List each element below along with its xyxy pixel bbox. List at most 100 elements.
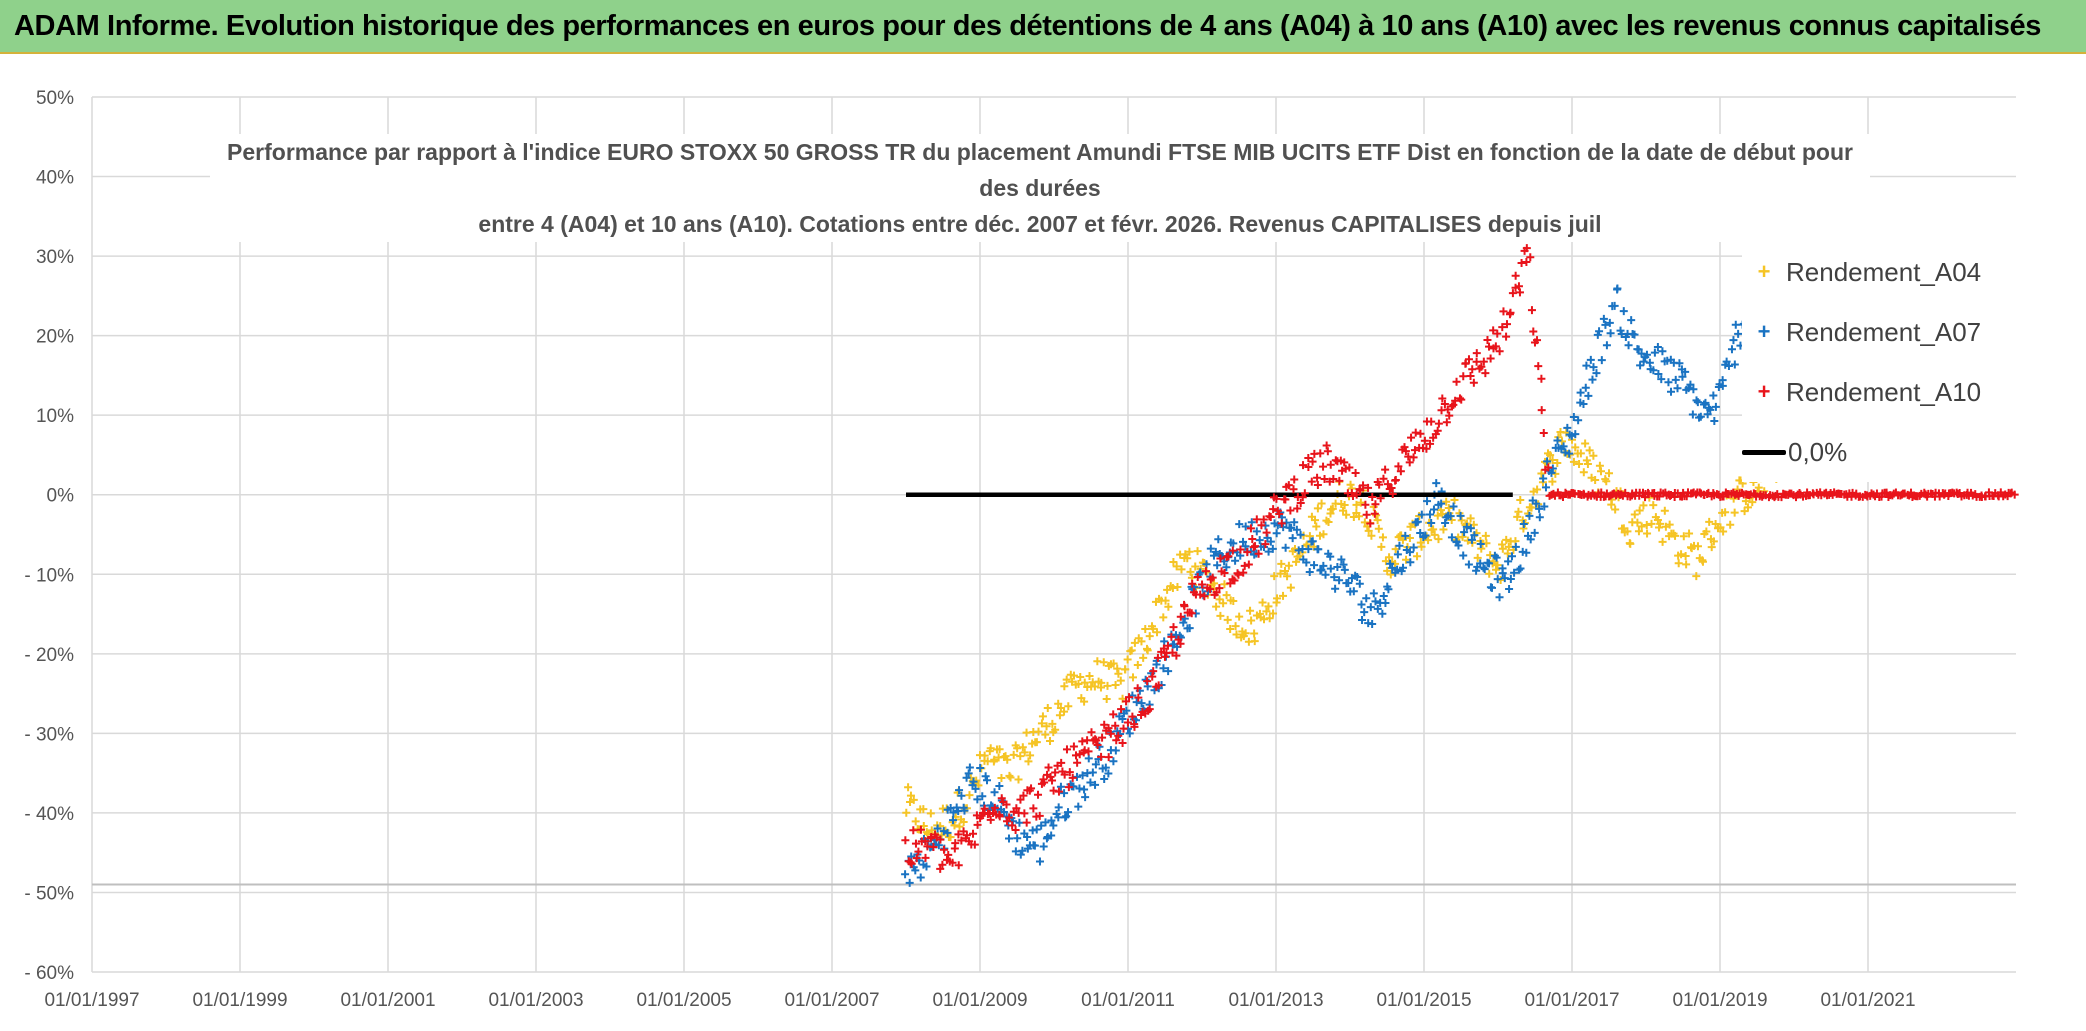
data-point bbox=[1084, 754, 1093, 763]
data-point bbox=[1448, 402, 1457, 411]
data-point bbox=[1005, 834, 1013, 843]
data-point bbox=[1069, 671, 1078, 680]
data-point bbox=[1085, 671, 1094, 680]
data-point bbox=[1013, 834, 1022, 843]
data-point bbox=[1159, 664, 1168, 673]
data-point bbox=[1125, 693, 1134, 702]
data-point bbox=[1479, 563, 1488, 572]
data-point bbox=[1313, 473, 1322, 482]
data-point bbox=[1658, 537, 1667, 546]
data-point bbox=[1303, 540, 1312, 549]
data-point bbox=[1532, 499, 1541, 508]
data-point bbox=[1232, 630, 1241, 639]
data-point bbox=[986, 744, 995, 753]
data-point bbox=[1307, 477, 1316, 486]
data-point bbox=[1281, 543, 1290, 552]
data-point bbox=[1311, 516, 1320, 525]
data-point bbox=[1064, 808, 1073, 817]
series-Rendement_A04 bbox=[902, 422, 1811, 844]
data-point bbox=[990, 803, 999, 812]
data-point bbox=[1940, 490, 1949, 499]
scatter-chart: 50% 40% 30% 20% 10% 0% - 10% - 20% - 30% - 40% - 5… bbox=[24, 88, 2019, 1011]
data-point bbox=[922, 862, 931, 871]
data-point bbox=[1187, 609, 1196, 618]
data-point bbox=[965, 791, 974, 800]
data-point bbox=[921, 853, 930, 862]
data-point bbox=[1716, 523, 1725, 532]
data-point bbox=[1466, 371, 1475, 380]
data-point bbox=[1442, 497, 1451, 506]
data-point bbox=[1464, 560, 1473, 569]
data-point bbox=[1635, 506, 1644, 515]
data-point bbox=[1406, 558, 1415, 567]
data-point bbox=[1164, 602, 1173, 611]
data-point bbox=[1718, 381, 1727, 390]
data-point bbox=[1231, 556, 1240, 565]
data-point bbox=[1519, 519, 1528, 528]
data-point bbox=[1252, 527, 1261, 536]
data-point bbox=[1080, 746, 1089, 755]
data-point bbox=[1433, 511, 1442, 520]
data-point bbox=[1331, 584, 1340, 593]
data-point bbox=[1529, 327, 1538, 336]
data-point bbox=[1255, 536, 1264, 545]
data-point bbox=[1727, 345, 1736, 354]
data-point bbox=[1009, 750, 1018, 759]
data-point bbox=[1734, 329, 1743, 338]
data-point bbox=[1384, 585, 1393, 594]
data-point bbox=[1176, 639, 1185, 648]
legend-marker-a04: + bbox=[1757, 259, 1771, 284]
data-point bbox=[1268, 544, 1277, 553]
legend-label-zero: 0,0% bbox=[1788, 436, 1848, 467]
data-point bbox=[1748, 498, 1757, 507]
data-point bbox=[1305, 532, 1314, 541]
data-point bbox=[1342, 510, 1351, 519]
data-point bbox=[978, 792, 987, 801]
data-point bbox=[1401, 447, 1410, 456]
data-point bbox=[1065, 768, 1074, 777]
data-point bbox=[1653, 343, 1662, 352]
data-point bbox=[1236, 545, 1245, 554]
data-point bbox=[1667, 387, 1676, 396]
data-point bbox=[1035, 857, 1044, 866]
data-point bbox=[1571, 430, 1580, 439]
data-point bbox=[1185, 547, 1194, 556]
data-point bbox=[1319, 561, 1328, 570]
data-point bbox=[1312, 522, 1321, 531]
data-point bbox=[1037, 821, 1046, 830]
data-point bbox=[1321, 570, 1330, 579]
data-point bbox=[1426, 439, 1435, 448]
data-point bbox=[1329, 475, 1338, 484]
data-point bbox=[1489, 326, 1498, 335]
data-point bbox=[1294, 546, 1303, 555]
data-point bbox=[1127, 646, 1136, 655]
data-point bbox=[1485, 342, 1494, 351]
data-point bbox=[1395, 541, 1404, 550]
data-point bbox=[1655, 523, 1664, 532]
data-point bbox=[1277, 559, 1286, 568]
chart-title-line-2: des durées bbox=[979, 175, 1101, 201]
data-point bbox=[1224, 552, 1233, 561]
data-point bbox=[1516, 496, 1525, 505]
data-point bbox=[919, 805, 928, 814]
x-tick-label: 01/01/2011 bbox=[1081, 990, 1175, 1011]
data-point bbox=[1118, 715, 1127, 724]
data-point bbox=[1284, 561, 1293, 570]
data-point bbox=[1693, 398, 1702, 407]
chart-title: Performance par rapport à l'indice EURO … bbox=[210, 134, 1870, 242]
data-point bbox=[1440, 399, 1449, 408]
data-point bbox=[1548, 464, 1557, 473]
data-point bbox=[1317, 499, 1326, 508]
data-point bbox=[907, 859, 916, 868]
data-point bbox=[1093, 657, 1102, 666]
data-point bbox=[1360, 608, 1369, 617]
data-point bbox=[1417, 510, 1426, 519]
data-point bbox=[1006, 773, 1015, 782]
data-point bbox=[1084, 747, 1093, 756]
data-point bbox=[1200, 592, 1209, 601]
data-point bbox=[1228, 546, 1237, 555]
data-point bbox=[901, 836, 910, 845]
data-point bbox=[1027, 784, 1036, 793]
data-point bbox=[1703, 410, 1712, 419]
data-point bbox=[1091, 780, 1100, 789]
